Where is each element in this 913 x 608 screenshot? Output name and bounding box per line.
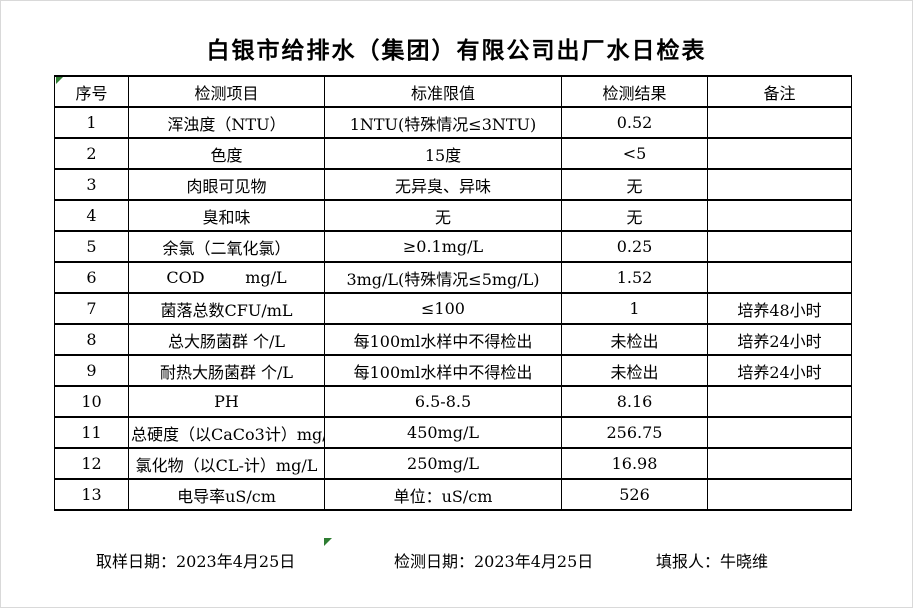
column-header-item: 检测项目 [128,75,325,108]
cell-remark: 培养48小时 [707,292,852,325]
cell-limit: 250mg/L [324,447,562,480]
cell-result: 无 [561,168,708,201]
cell-result: 未检出 [561,354,708,387]
cell-limit: 450mg/L [324,416,562,449]
cell-seq: 9 [54,354,129,387]
cell-item: 余氯（二氧化氯） [128,230,325,263]
cell-seq: 6 [54,261,129,294]
cell-limit: 每100ml水样中不得检出 [324,354,562,387]
cell-limit: 1NTU(特殊情况≤3NTU) [324,106,562,139]
cell-item: PH [128,385,325,418]
cell-result: 0.25 [561,230,708,263]
cell-result: 526 [561,478,708,511]
cell-result: 1.52 [561,261,708,294]
page-title: 白银市给排水（集团）有限公司出厂水日检表 [206,37,707,64]
cell-item: 总硬度（以CaCo3计）mg/L [128,416,325,449]
reporter-label: 填报人：牛晓维 [656,552,769,571]
table-row: 3 肉眼可见物 无异臭、异味 无 [54,168,852,201]
inspection-table: 序号 检测项目 标准限值 检测结果 备注 1 浑浊度（NTU） 1NTU(特殊情… [54,75,852,511]
cell-remark [707,478,852,511]
cell-result: 16.98 [561,447,708,480]
cell-item: 菌落总数CFU/mL [128,292,325,325]
table-row: 7 菌落总数CFU/mL ≤100 1 培养48小时 [54,292,852,325]
cell-seq: 13 [54,478,129,511]
table-row: 1 浑浊度（NTU） 1NTU(特殊情况≤3NTU) 0.52 [54,106,852,139]
cell-remark [707,261,852,294]
cell-seq: 12 [54,447,129,480]
cell-seq: 8 [54,323,129,356]
cell-seq: 7 [54,292,129,325]
green-corner-icon [56,77,63,84]
cell-remark: 培养24小时 [707,323,852,356]
cell-remark [707,106,852,139]
cell-item: 氯化物（以CL-计）mg/L [128,447,325,480]
cell-remark [707,230,852,263]
table-row: 11 总硬度（以CaCo3计）mg/L 450mg/L 256.75 [54,416,852,449]
cell-seq: 10 [54,385,129,418]
cell-item: 臭和味 [128,199,325,232]
cell-limit: 无异臭、异味 [324,168,562,201]
table-row: 2 色度 15度 <5 [54,137,852,170]
cell-limit: ≤100 [324,292,562,325]
cell-seq: 3 [54,168,129,201]
cell-limit: 3mg/L(特殊情况≤5mg/L) [324,261,562,294]
test-date-label: 检测日期：2023年4月25日 [394,552,594,571]
green-marker-icon [324,538,332,546]
table-row: 5 余氯（二氧化氯） ≥0.1mg/L 0.25 [54,230,852,263]
cell-result: 256.75 [561,416,708,449]
cell-item: 电导率uS/cm [128,478,325,511]
cell-limit: 无 [324,199,562,232]
cell-limit: 6.5-8.5 [324,385,562,418]
cell-remark [707,385,852,418]
sampling-date-label: 取样日期：2023年4月25日 [96,552,296,571]
cell-item: 耐热大肠菌群 个/L [128,354,325,387]
column-header-seq: 序号 [54,75,129,108]
cell-remark: 培养24小时 [707,354,852,387]
cell-limit: ≥0.1mg/L [324,230,562,263]
cell-result: 1 [561,292,708,325]
cell-item: 浑浊度（NTU） [128,106,325,139]
cell-result: <5 [561,137,708,170]
cell-item: 色度 [128,137,325,170]
cell-result: 无 [561,199,708,232]
table-row: 6 COD mg/L 3mg/L(特殊情况≤5mg/L) 1.52 [54,261,852,294]
cell-remark [707,199,852,232]
cell-item: 肉眼可见物 [128,168,325,201]
column-header-remark: 备注 [707,75,852,108]
table-row: 13 电导率uS/cm 单位：uS/cm 526 [54,478,852,511]
cell-seq: 1 [54,106,129,139]
cell-item: 总大肠菌群 个/L [128,323,325,356]
column-header-result: 检测结果 [561,75,708,108]
column-header-limit: 标准限值 [324,75,562,108]
cell-seq: 5 [54,230,129,263]
cell-limit: 15度 [324,137,562,170]
cell-remark [707,416,852,449]
cell-remark [707,137,852,170]
table-row: 9 耐热大肠菌群 个/L 每100ml水样中不得检出 未检出 培养24小时 [54,354,852,387]
table-row: 10 PH 6.5-8.5 8.16 [54,385,852,418]
cell-item: COD mg/L [128,261,325,294]
cell-seq: 11 [54,416,129,449]
cell-remark [707,168,852,201]
cell-result: 未检出 [561,323,708,356]
cell-result: 0.52 [561,106,708,139]
footer: 取样日期：2023年4月25日 检测日期：2023年4月25日 填报人：牛晓维 [1,548,912,571]
table-row: 12 氯化物（以CL-计）mg/L 250mg/L 16.98 [54,447,852,480]
cell-limit: 每100ml水样中不得检出 [324,323,562,356]
cell-seq: 4 [54,199,129,232]
table-row: 8 总大肠菌群 个/L 每100ml水样中不得检出 未检出 培养24小时 [54,323,852,356]
cell-remark [707,447,852,480]
table-row: 4 臭和味 无 无 [54,199,852,232]
cell-result: 8.16 [561,385,708,418]
header-row: 序号 检测项目 标准限值 检测结果 备注 [54,75,852,108]
cell-limit: 单位：uS/cm [324,478,562,511]
cell-seq: 2 [54,137,129,170]
